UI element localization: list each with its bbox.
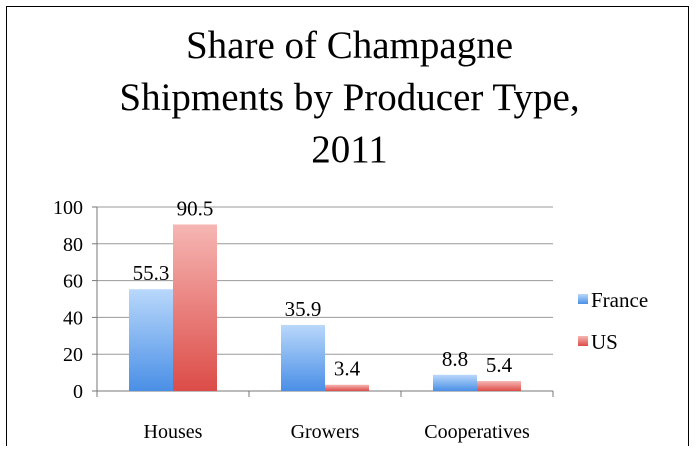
chart-title-line-1: Share of Champagne — [185, 24, 514, 67]
data-label: 8.8 — [442, 347, 468, 371]
bar-france — [129, 289, 173, 391]
chart-title: Share of Champagne Shipments by Producer… — [0, 20, 699, 176]
y-tick-label: 0 — [73, 381, 83, 403]
data-labels: 55.3 90.5 35.9 3.4 8.8 5.4 — [133, 196, 513, 380]
legend-swatch-france — [578, 294, 588, 304]
bars — [129, 224, 521, 391]
legend-label-us: US — [591, 330, 618, 354]
y-tick-label: 20 — [63, 344, 83, 366]
y-tick-label: 80 — [63, 234, 83, 256]
data-label: 90.5 — [177, 196, 214, 220]
y-tick-label: 60 — [63, 271, 83, 293]
x-tick-label: Houses — [144, 421, 203, 443]
y-tick-label: 100 — [53, 197, 83, 219]
legend-swatch-us — [578, 336, 588, 346]
chart-title-line-2: Shipments by Producer Type, — [119, 76, 580, 119]
bar-us — [477, 381, 521, 391]
bar-us — [325, 384, 369, 391]
bar-france — [281, 324, 325, 391]
x-tick-label: Growers — [291, 421, 360, 443]
data-label: 5.4 — [486, 353, 513, 377]
chart-title-line-3: 2011 — [311, 128, 388, 171]
legend-label-france: France — [591, 288, 648, 312]
bar-france — [433, 374, 477, 391]
data-label: 55.3 — [133, 261, 170, 285]
axes: 0 20 40 60 80 100 Houses Growers Cooperatives — [53, 197, 554, 443]
x-tick-label: Cooperatives — [424, 421, 530, 443]
bar-us — [173, 224, 217, 391]
y-tick-label: 40 — [63, 307, 83, 329]
legend: France US — [578, 288, 648, 354]
data-label: 3.4 — [334, 357, 361, 381]
data-label: 35.9 — [285, 297, 322, 321]
chart-frame — [6, 6, 689, 446]
